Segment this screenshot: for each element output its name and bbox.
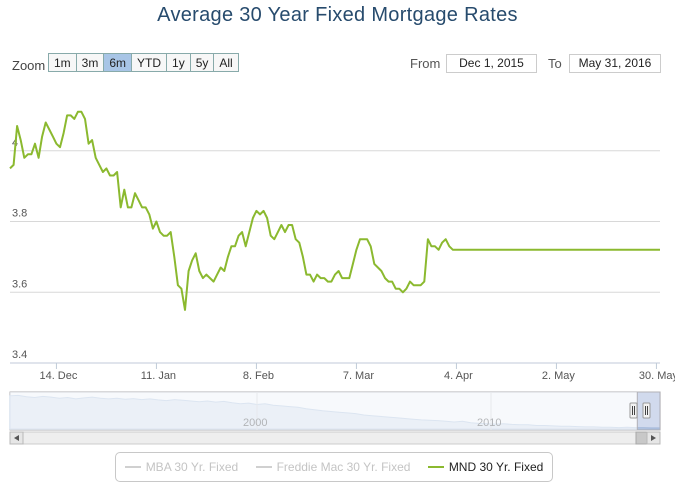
navigator-handle-right[interactable] [642, 402, 651, 419]
zoom-all-button[interactable]: All [213, 53, 239, 72]
x-tick-label: 30. May [639, 370, 675, 382]
zoom-ytd-button[interactable]: YTD [131, 53, 168, 72]
to-label: To [548, 56, 562, 71]
y-tick-label: 3.8 [12, 208, 27, 220]
legend-item-mba[interactable]: MBA 30 Yr. Fixed [124, 460, 239, 474]
legend-item-mnd[interactable]: MND 30 Yr. Fixed [427, 460, 544, 474]
legend-line-icon [427, 466, 444, 468]
x-axis-ticks: 14. Dec 11. Jan 8. Feb 7. Mar 4. Apr 2. May 30… [39, 363, 675, 382]
series-line-mnd[interactable] [9, 110, 660, 311]
to-date-input[interactable]: May 31, 2016 [569, 54, 661, 73]
legend-item-freddie-mac[interactable]: Freddie Mac 30 Yr. Fixed [255, 460, 411, 474]
legend-label: Freddie Mac 30 Yr. Fixed [276, 460, 411, 474]
navigator-outside-mask [10, 392, 638, 430]
x-tick-label: 7. Mar [343, 370, 375, 382]
legend-line-icon [255, 466, 272, 468]
chart-title: Average 30 Year Fixed Mortgage Rates [157, 4, 518, 26]
scroll-left-arrow-icon [14, 435, 19, 441]
scroll-right-arrow-icon [651, 435, 656, 441]
y-axis-ticks: 3.43.63.84 [12, 137, 27, 361]
y-grid [10, 150, 660, 293]
x-tick-label: 8. Feb [243, 370, 274, 382]
from-label: From [410, 56, 441, 71]
scrollbar-track[interactable] [9, 431, 661, 445]
y-tick-label: 3.6 [12, 278, 27, 290]
legend-label: MND 30 Yr. Fixed [448, 460, 544, 474]
scrollbar-thumb[interactable] [635, 431, 649, 445]
x-tick-label: 14. Dec [39, 370, 77, 382]
legend-line-icon [124, 466, 141, 468]
x-tick-label: 2. May [542, 370, 576, 382]
from-date-input[interactable]: Dec 1, 2015 [446, 54, 537, 73]
zoom-label: Zoom [12, 58, 46, 73]
navigator-handle-left[interactable] [629, 402, 638, 419]
y-tick-label: 3.4 [12, 349, 27, 361]
legend: MBA 30 Yr. Fixed Freddie Mac 30 Yr. Fixe… [115, 452, 553, 482]
x-tick-label: 4. Apr [444, 370, 473, 382]
zoom-button-group: 1m 3m 6m YTD 1y 5y All [48, 53, 239, 72]
legend-label: MBA 30 Yr. Fixed [145, 460, 239, 474]
x-tick-label: 11. Jan [141, 370, 176, 382]
